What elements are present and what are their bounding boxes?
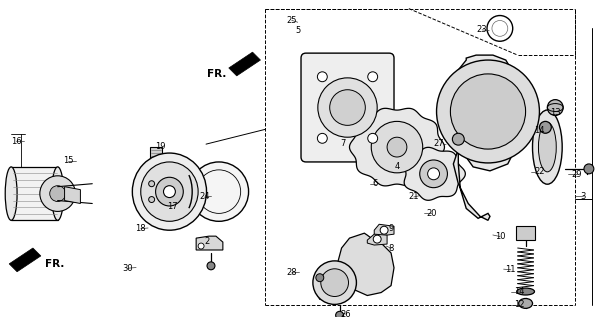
- Circle shape: [318, 72, 327, 82]
- Polygon shape: [338, 233, 394, 295]
- Polygon shape: [65, 187, 80, 204]
- Ellipse shape: [5, 167, 17, 220]
- Circle shape: [584, 164, 594, 174]
- Circle shape: [198, 243, 204, 249]
- Circle shape: [318, 133, 327, 143]
- Text: 29: 29: [571, 170, 582, 179]
- Polygon shape: [229, 52, 261, 76]
- Circle shape: [387, 137, 407, 157]
- Circle shape: [450, 74, 526, 149]
- Ellipse shape: [538, 122, 556, 172]
- Text: 8: 8: [388, 244, 394, 253]
- Text: 22: 22: [534, 167, 544, 176]
- Polygon shape: [374, 224, 394, 236]
- Polygon shape: [9, 248, 41, 272]
- Polygon shape: [367, 234, 387, 245]
- Text: 28: 28: [286, 268, 297, 277]
- Text: 14: 14: [514, 287, 525, 296]
- Circle shape: [318, 78, 377, 137]
- Circle shape: [428, 168, 439, 180]
- Bar: [515, 226, 535, 240]
- Ellipse shape: [51, 167, 64, 220]
- Text: 30: 30: [122, 264, 133, 273]
- Text: 6: 6: [373, 179, 378, 188]
- Text: 12: 12: [514, 300, 525, 309]
- Text: 4: 4: [394, 162, 400, 172]
- Circle shape: [380, 226, 388, 234]
- Circle shape: [40, 176, 76, 212]
- Circle shape: [189, 162, 249, 221]
- Text: FR.: FR.: [207, 69, 226, 79]
- Text: 26: 26: [340, 310, 351, 319]
- Polygon shape: [318, 263, 342, 300]
- Polygon shape: [350, 108, 445, 186]
- Circle shape: [420, 160, 448, 188]
- Circle shape: [316, 274, 324, 282]
- Text: 27: 27: [434, 139, 444, 148]
- Polygon shape: [196, 236, 223, 250]
- Ellipse shape: [532, 110, 562, 184]
- Text: 18: 18: [136, 224, 146, 233]
- Polygon shape: [149, 147, 162, 159]
- Circle shape: [149, 181, 155, 187]
- Circle shape: [453, 133, 464, 145]
- Circle shape: [368, 133, 378, 143]
- Text: 11: 11: [506, 265, 516, 274]
- Text: 19: 19: [155, 142, 165, 151]
- Text: 13: 13: [550, 108, 560, 117]
- Text: 16: 16: [11, 137, 22, 146]
- Polygon shape: [453, 55, 520, 171]
- Text: 21: 21: [408, 192, 419, 202]
- FancyBboxPatch shape: [301, 53, 394, 162]
- Circle shape: [336, 311, 344, 319]
- Circle shape: [330, 90, 365, 125]
- Circle shape: [50, 186, 65, 202]
- Ellipse shape: [155, 177, 183, 206]
- Text: 9: 9: [388, 224, 394, 233]
- Text: 15: 15: [63, 156, 73, 165]
- Circle shape: [321, 269, 348, 297]
- Ellipse shape: [517, 288, 534, 295]
- Circle shape: [149, 196, 155, 203]
- Circle shape: [207, 262, 215, 270]
- Circle shape: [548, 100, 563, 116]
- Text: 24: 24: [199, 192, 209, 202]
- Text: 5: 5: [296, 26, 301, 35]
- Text: 25: 25: [287, 16, 297, 25]
- Circle shape: [373, 235, 381, 243]
- Circle shape: [371, 121, 423, 173]
- Text: 17: 17: [167, 202, 177, 211]
- Text: 2: 2: [204, 237, 209, 246]
- Text: 14: 14: [534, 126, 544, 135]
- Polygon shape: [453, 149, 490, 220]
- Text: 7: 7: [341, 139, 346, 148]
- Polygon shape: [404, 147, 465, 200]
- Ellipse shape: [132, 153, 206, 230]
- Text: 10: 10: [495, 232, 505, 241]
- Circle shape: [540, 121, 551, 133]
- Text: 23: 23: [477, 25, 488, 34]
- Circle shape: [437, 60, 540, 163]
- Text: 20: 20: [426, 209, 436, 218]
- Circle shape: [163, 186, 175, 197]
- Ellipse shape: [141, 162, 198, 221]
- Circle shape: [368, 72, 378, 82]
- Text: FR.: FR.: [45, 259, 64, 269]
- Text: 3: 3: [580, 192, 585, 201]
- Circle shape: [313, 261, 356, 304]
- Polygon shape: [11, 167, 57, 220]
- Ellipse shape: [518, 299, 532, 308]
